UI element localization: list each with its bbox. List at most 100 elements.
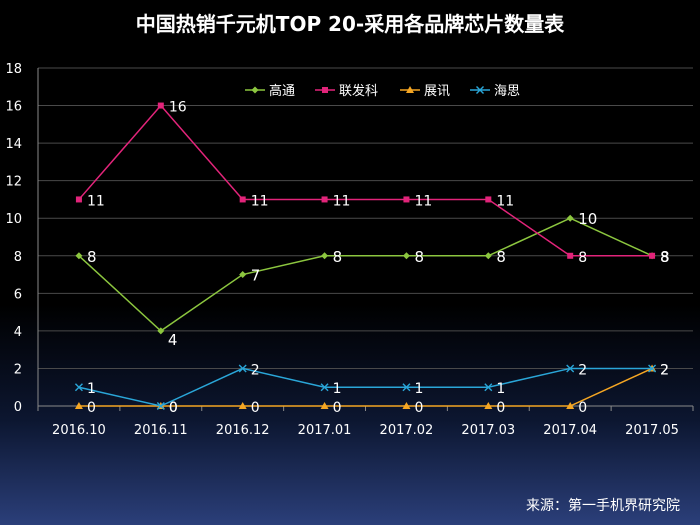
y-tick-label: 6 <box>14 287 22 302</box>
legend-label: 展讯 <box>424 84 450 99</box>
data-label: 0 <box>414 400 423 416</box>
x-tick-label: 2017.03 <box>461 423 515 438</box>
data-label: 1 <box>414 381 423 397</box>
point-marker <box>238 402 247 409</box>
point-marker <box>402 383 411 392</box>
marker-stroke <box>156 402 165 410</box>
data-label: 11 <box>87 193 105 209</box>
data-label: 11 <box>496 193 514 209</box>
point-marker <box>485 196 492 203</box>
data-label: 8 <box>414 248 424 266</box>
data-label: 1 <box>87 381 96 397</box>
point-marker <box>321 252 329 260</box>
y-tick-label: 16 <box>5 100 22 115</box>
legend-label: 高通 <box>269 83 295 99</box>
marker-stroke <box>74 383 83 392</box>
x-tick-label: 2016.11 <box>134 423 188 438</box>
grid-lines <box>38 67 693 369</box>
point-marker <box>321 196 328 203</box>
point-marker <box>75 252 83 260</box>
data-label: 1 <box>496 381 505 397</box>
x-tick-label: 2017.04 <box>543 423 597 438</box>
data-label: 0 <box>578 400 587 416</box>
marker-stroke <box>402 383 411 392</box>
point-marker <box>157 102 164 109</box>
data-label: 2 <box>660 362 669 378</box>
x-tick-label: 2017.01 <box>298 423 352 438</box>
point-marker <box>649 252 656 259</box>
data-label: 10 <box>578 210 597 228</box>
legend: 高通 联发科 展讯 海思 <box>245 83 520 99</box>
y-tick-label: 2 <box>14 362 22 377</box>
data-label: 1 <box>333 381 342 397</box>
data-label: 8 <box>333 248 343 266</box>
y-tick-label: 4 <box>14 325 22 340</box>
x-tick-label: 2016.10 <box>52 423 106 438</box>
series-group <box>74 102 657 410</box>
point-marker <box>402 402 411 409</box>
data-label: 11 <box>414 193 432 209</box>
point-marker <box>484 252 492 260</box>
point-marker <box>74 383 83 392</box>
data-label: 2 <box>660 362 669 378</box>
y-tick-label: 14 <box>5 137 22 152</box>
data-label: 7 <box>251 267 261 285</box>
point-marker <box>648 364 657 373</box>
data-label: 11 <box>333 193 351 209</box>
data-label: 8 <box>496 248 506 266</box>
data-label: 16 <box>169 100 187 116</box>
point-marker <box>567 252 574 259</box>
point-marker <box>320 383 329 392</box>
point-marker <box>75 196 82 203</box>
point-marker <box>406 86 414 93</box>
point-marker <box>566 402 575 409</box>
data-label: 0 <box>87 400 96 416</box>
data-label: 4 <box>168 331 178 349</box>
data-label: 2 <box>578 362 587 378</box>
data-label: 8 <box>660 250 669 266</box>
series-line <box>78 367 653 407</box>
point-marker <box>402 252 410 260</box>
data-label: 0 <box>169 400 178 416</box>
marker-stroke <box>476 86 484 94</box>
x-tick-label: 2017.05 <box>625 423 679 438</box>
point-marker <box>484 402 493 409</box>
point-marker <box>238 364 247 373</box>
data-label: 0 <box>333 400 342 416</box>
data-label: 8 <box>87 248 97 266</box>
y-tick-label: 10 <box>5 212 22 227</box>
point-marker <box>322 87 328 93</box>
point-marker <box>74 402 83 409</box>
marker-stroke <box>566 364 575 373</box>
point-marker <box>239 196 246 203</box>
data-label: 0 <box>496 400 505 416</box>
x-tick-label: 2016.12 <box>216 423 270 438</box>
point-marker <box>403 196 410 203</box>
marker-stroke <box>484 383 493 392</box>
point-marker <box>484 383 493 392</box>
point-marker <box>251 86 259 94</box>
data-label: 0 <box>251 400 260 416</box>
series-line <box>78 104 653 257</box>
point-marker <box>156 402 165 410</box>
axes <box>37 68 694 411</box>
series-line <box>78 217 653 332</box>
chart-title: 中国热销千元机TOP 20-采用各品牌芯片数量表 <box>135 12 565 36</box>
legend-label: 联发科 <box>339 83 378 99</box>
data-label: 2 <box>251 362 260 378</box>
legend-label: 海思 <box>494 84 520 99</box>
point-marker <box>476 86 484 94</box>
point-marker <box>566 364 575 373</box>
data-label: 8 <box>660 248 670 266</box>
marker-stroke <box>238 364 247 373</box>
y-tick-label: 18 <box>5 62 22 77</box>
series-line <box>78 367 653 407</box>
y-tick-label: 8 <box>14 250 22 265</box>
point-marker <box>566 214 574 222</box>
point-marker <box>239 271 247 279</box>
data-label: 0 <box>169 400 178 416</box>
x-tick-label: 2017.02 <box>380 423 434 438</box>
source-note: 来源：第一手机界研究院 <box>526 498 680 514</box>
